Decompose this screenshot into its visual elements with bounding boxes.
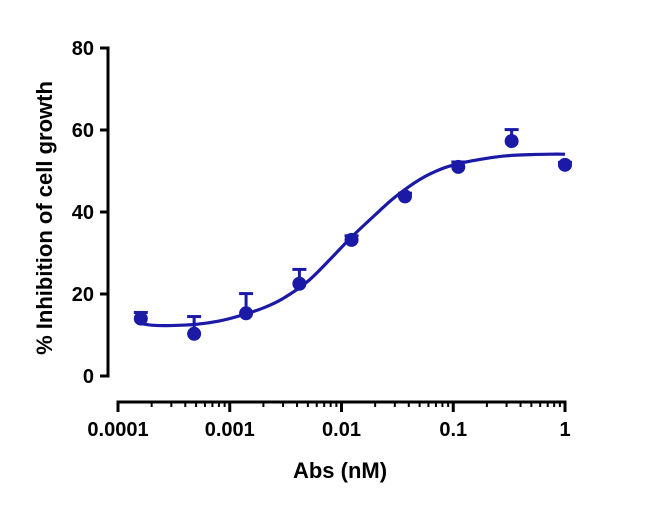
data-point bbox=[558, 157, 572, 172]
point-marker bbox=[187, 326, 202, 341]
x-tick-label: 0.01 bbox=[322, 419, 361, 441]
point-marker bbox=[239, 306, 254, 321]
data-point bbox=[292, 267, 307, 291]
y-axis: 0 20 40 60 80 bbox=[72, 38, 110, 388]
point-marker bbox=[292, 276, 307, 291]
data-point bbox=[397, 189, 412, 204]
y-tick-label: 40 bbox=[72, 202, 94, 224]
data-point bbox=[344, 232, 359, 247]
x-axis: 0.0001 0.001 0.01 0.1 1 bbox=[87, 400, 571, 441]
y-tick-label: 0 bbox=[83, 366, 94, 388]
data-point bbox=[239, 292, 254, 321]
point-marker bbox=[451, 159, 466, 174]
data-point bbox=[133, 310, 148, 326]
data-point bbox=[504, 128, 519, 149]
point-marker bbox=[344, 232, 359, 247]
x-axis-title: Abs (nM) bbox=[293, 458, 387, 483]
point-marker bbox=[504, 134, 519, 149]
point-marker bbox=[558, 157, 572, 172]
y-tick-label: 80 bbox=[72, 38, 94, 60]
y-axis-title: % Inhibition of cell growth bbox=[32, 81, 57, 355]
x-tick-label: 1 bbox=[559, 419, 570, 441]
y-tick-label: 20 bbox=[72, 284, 94, 306]
y-tick-label: 60 bbox=[72, 120, 94, 142]
x-tick-label: 0.1 bbox=[439, 419, 467, 441]
data-point bbox=[451, 159, 466, 174]
point-marker bbox=[397, 189, 412, 204]
point-marker bbox=[133, 311, 148, 326]
data-point bbox=[187, 315, 202, 341]
plot-area bbox=[133, 128, 572, 341]
x-tick-label: 0.0001 bbox=[87, 419, 148, 441]
x-tick-label: 0.001 bbox=[205, 419, 255, 441]
